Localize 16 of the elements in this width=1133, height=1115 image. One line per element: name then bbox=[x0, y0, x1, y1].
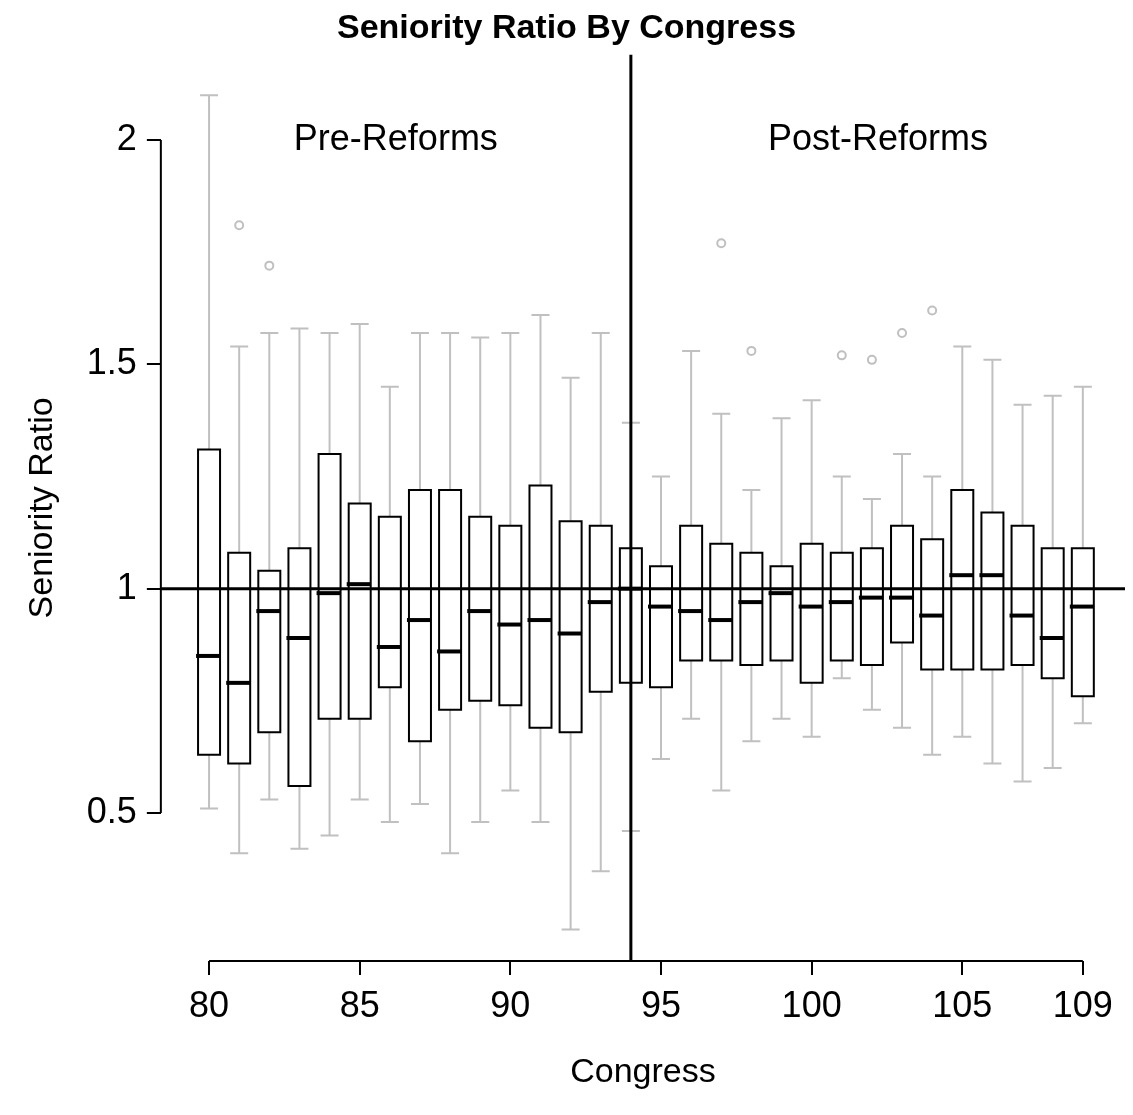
y-tick-label: 1.5 bbox=[86, 341, 137, 383]
x-tick-label: 109 bbox=[1052, 983, 1113, 1025]
x-tick-label: 105 bbox=[932, 983, 993, 1025]
annotation: Post-Reforms bbox=[767, 116, 988, 158]
x-tick-label: 80 bbox=[189, 983, 230, 1025]
y-tick-label: 2 bbox=[116, 116, 137, 158]
chart-title: Seniority Ratio By Congress bbox=[336, 6, 797, 45]
y-tick-label: 1 bbox=[116, 565, 137, 607]
x-axis-title: Congress bbox=[570, 1050, 716, 1089]
annotation: Pre-Reforms bbox=[293, 116, 498, 158]
x-tick-label: 100 bbox=[781, 983, 842, 1025]
y-tick-label: 0.5 bbox=[86, 789, 137, 831]
y-axis-title: Seniority Ratio bbox=[20, 397, 59, 619]
x-tick-label: 95 bbox=[640, 983, 682, 1025]
x-tick-label: 90 bbox=[490, 983, 531, 1025]
x-tick-label: 85 bbox=[339, 983, 380, 1025]
